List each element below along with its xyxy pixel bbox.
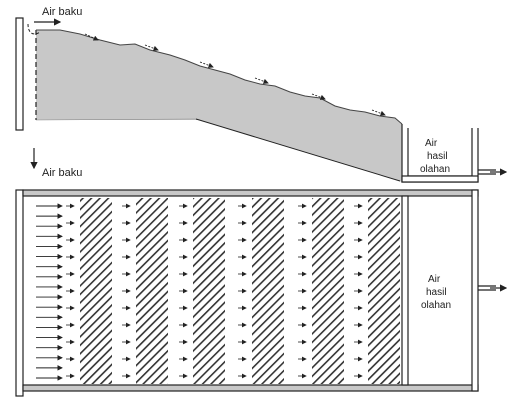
bottom-bottom-wall — [22, 384, 479, 392]
bottom-left-wall — [15, 189, 24, 397]
bottom-outlet-label-3: olahan — [421, 300, 451, 311]
filter-media-strip-4 — [252, 198, 284, 384]
filter-media-strip-5 — [312, 198, 344, 384]
filter-media-strip-6 — [368, 198, 400, 384]
top-channel — [15, 17, 507, 183]
filter-media-strips — [80, 198, 400, 384]
bottom-outlet-label-1: Air — [428, 274, 441, 285]
bottom-top-wall — [22, 189, 479, 197]
filter-media-strip-1 — [80, 198, 112, 384]
top-outlet-label-2: hasil — [427, 151, 448, 162]
filter-media-strip-2 — [136, 198, 168, 384]
top-outlet-label-3: olahan — [420, 164, 450, 175]
bottom-basin — [15, 189, 507, 397]
bottom-outlet-label-2: hasil — [426, 287, 447, 298]
top-inlet-wall — [15, 17, 24, 131]
top-outlet-label-1: Air — [425, 138, 438, 149]
bottom-outlet-pipe — [478, 284, 507, 292]
top-water-body — [36, 30, 402, 182]
bottom-right-wall — [471, 189, 479, 392]
top-outlet-pipe — [478, 168, 507, 176]
flow-arrows — [36, 203, 363, 381]
bottom-inlet-label: Air baku — [42, 167, 82, 179]
top-inlet-label: Air baku — [42, 6, 82, 18]
top-surface-arrows — [84, 33, 386, 116]
top-bed-line — [195, 118, 401, 182]
bottom-outlet-divider — [401, 195, 409, 386]
filter-media-strip-3 — [193, 198, 225, 384]
